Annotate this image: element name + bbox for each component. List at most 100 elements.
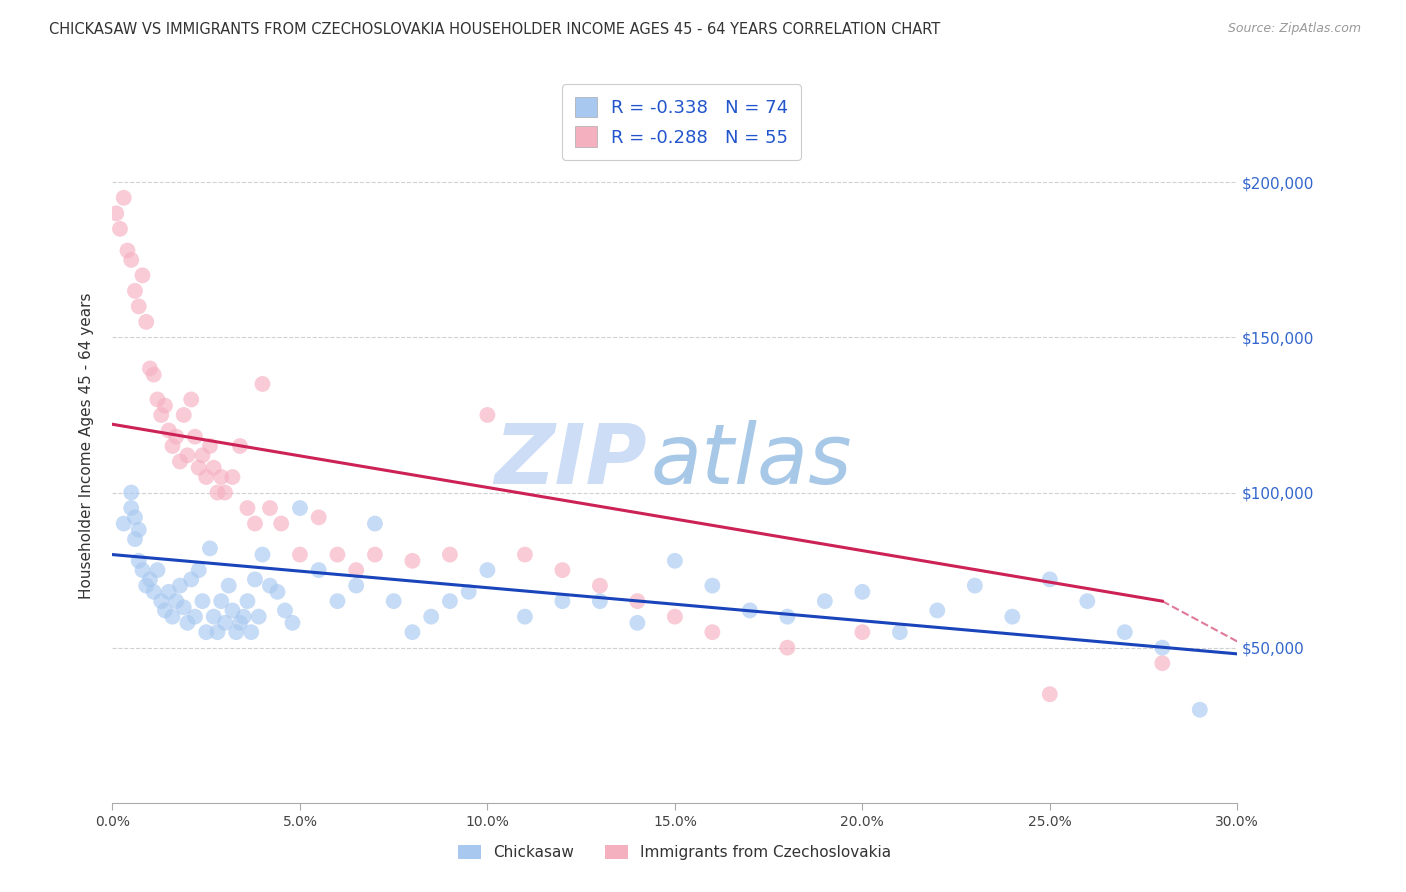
Point [150, 408, 173, 422]
Point [247, 609, 270, 624]
Point [120, 252, 142, 267]
Point [738, 603, 761, 617]
Point [626, 615, 648, 630]
Point [150, 594, 173, 608]
Point [664, 609, 686, 624]
Point [120, 501, 142, 516]
Point [232, 609, 254, 624]
Point [243, 516, 266, 531]
Point [344, 579, 367, 593]
Point [176, 615, 198, 630]
Point [1039, 573, 1062, 587]
Point [120, 485, 142, 500]
Point [207, 625, 229, 640]
Point [108, 222, 131, 236]
Point [202, 609, 225, 624]
Point [551, 563, 574, 577]
Point [165, 430, 187, 444]
Point [477, 408, 499, 422]
Point [142, 584, 165, 599]
Point [180, 573, 202, 587]
Point [198, 541, 221, 556]
Y-axis label: Householder Income Ages 45 - 64 years: Householder Income Ages 45 - 64 years [79, 293, 94, 599]
Point [252, 548, 274, 562]
Point [162, 609, 184, 624]
Legend: Chickasaw, Immigrants from Czechoslovakia: Chickasaw, Immigrants from Czechoslovaki… [453, 839, 897, 866]
Point [344, 563, 367, 577]
Point [288, 501, 311, 516]
Point [702, 579, 724, 593]
Point [1001, 609, 1024, 624]
Point [776, 640, 799, 655]
Point [851, 584, 873, 599]
Point [157, 584, 180, 599]
Point [401, 554, 423, 568]
Point [207, 485, 229, 500]
Point [214, 615, 236, 630]
Point [184, 609, 207, 624]
Point [221, 470, 243, 484]
Point [195, 470, 218, 484]
Text: ZIP: ZIP [494, 420, 647, 500]
Point [112, 191, 135, 205]
Point [169, 579, 191, 593]
Text: Source: ZipAtlas.com: Source: ZipAtlas.com [1227, 22, 1361, 36]
Point [146, 392, 169, 407]
Point [128, 523, 150, 537]
Point [187, 563, 209, 577]
Point [626, 594, 648, 608]
Point [165, 594, 187, 608]
Point [927, 603, 949, 617]
Point [153, 603, 176, 617]
Point [1152, 656, 1174, 670]
Point [153, 399, 176, 413]
Point [176, 448, 198, 462]
Point [124, 510, 146, 524]
Point [776, 609, 799, 624]
Point [439, 594, 461, 608]
Point [229, 615, 252, 630]
Point [124, 284, 146, 298]
Point [513, 548, 536, 562]
Point [439, 548, 461, 562]
Point [221, 603, 243, 617]
Point [162, 439, 184, 453]
Point [814, 594, 837, 608]
Point [589, 594, 612, 608]
Point [270, 516, 292, 531]
Point [191, 448, 214, 462]
Point [1076, 594, 1098, 608]
Text: CHICKASAW VS IMMIGRANTS FROM CZECHOSLOVAKIA HOUSEHOLDER INCOME AGES 45 - 64 YEAR: CHICKASAW VS IMMIGRANTS FROM CZECHOSLOVA… [49, 22, 941, 37]
Point [281, 615, 304, 630]
Point [589, 579, 612, 593]
Point [551, 594, 574, 608]
Point [135, 315, 157, 329]
Point [889, 625, 911, 640]
Point [209, 470, 232, 484]
Point [236, 594, 259, 608]
Point [139, 573, 162, 587]
Point [128, 299, 150, 313]
Point [1188, 703, 1211, 717]
Point [142, 368, 165, 382]
Point [308, 563, 330, 577]
Point [288, 548, 311, 562]
Point [252, 376, 274, 391]
Point [209, 594, 232, 608]
Point [266, 584, 288, 599]
Point [124, 532, 146, 546]
Point [420, 609, 443, 624]
Point [1039, 687, 1062, 701]
Point [117, 244, 139, 258]
Point [364, 516, 387, 531]
Point [131, 268, 153, 283]
Point [851, 625, 873, 640]
Point [195, 625, 218, 640]
Point [135, 579, 157, 593]
Point [202, 460, 225, 475]
Point [240, 625, 263, 640]
Point [702, 625, 724, 640]
Point [180, 392, 202, 407]
Point [173, 600, 195, 615]
Point [243, 573, 266, 587]
